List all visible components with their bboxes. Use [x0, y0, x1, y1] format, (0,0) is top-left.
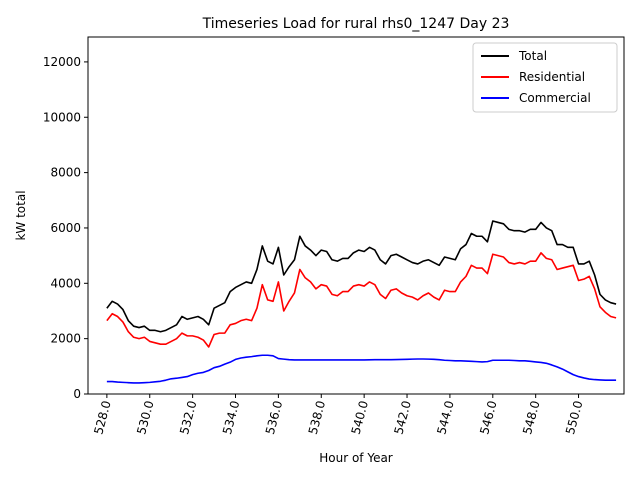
x-tick-label: 532.0 [177, 399, 199, 436]
x-tick-label: 538.0 [306, 399, 328, 436]
x-tick-label: 544.0 [434, 399, 456, 436]
series-line-total [106, 220, 617, 333]
y-tick-label: 0 [73, 387, 81, 401]
series-line-residential [106, 252, 617, 348]
x-tick-label: 540.0 [349, 399, 371, 436]
y-tick-label: 4000 [50, 276, 81, 290]
plot-frame [87, 36, 625, 395]
series-layer [106, 220, 617, 384]
x-tick-label: 534.0 [220, 399, 242, 436]
legend: Total Residential Commercial [472, 42, 618, 113]
legend-label-total: Total [518, 49, 547, 63]
y-tick-label: 6000 [50, 221, 81, 235]
x-tick-label: 536.0 [263, 399, 285, 436]
x-axis-label: Hour of Year [319, 451, 393, 465]
y-tick-label: 8000 [50, 166, 81, 180]
y-tick-label: 10000 [43, 110, 81, 124]
chart-title: Timeseries Load for rural rhs0_1247 Day … [202, 16, 510, 32]
x-tick-label: 542.0 [392, 399, 414, 436]
y-tick-label: 12000 [43, 55, 81, 69]
y-tick-label: 2000 [50, 332, 81, 346]
y-axis-label: kW total [14, 190, 28, 240]
x-tick-label: 548.0 [520, 399, 542, 436]
series-line-commercial [106, 354, 617, 384]
x-tick-label: 530.0 [134, 399, 156, 436]
x-tick-label: 550.0 [563, 399, 585, 436]
x-tick-label: 528.0 [91, 399, 113, 436]
legend-box [472, 42, 618, 113]
legend-label-residential: Residential [519, 70, 585, 84]
x-tick-label: 546.0 [477, 399, 499, 436]
legend-label-commercial: Commercial [519, 91, 591, 105]
